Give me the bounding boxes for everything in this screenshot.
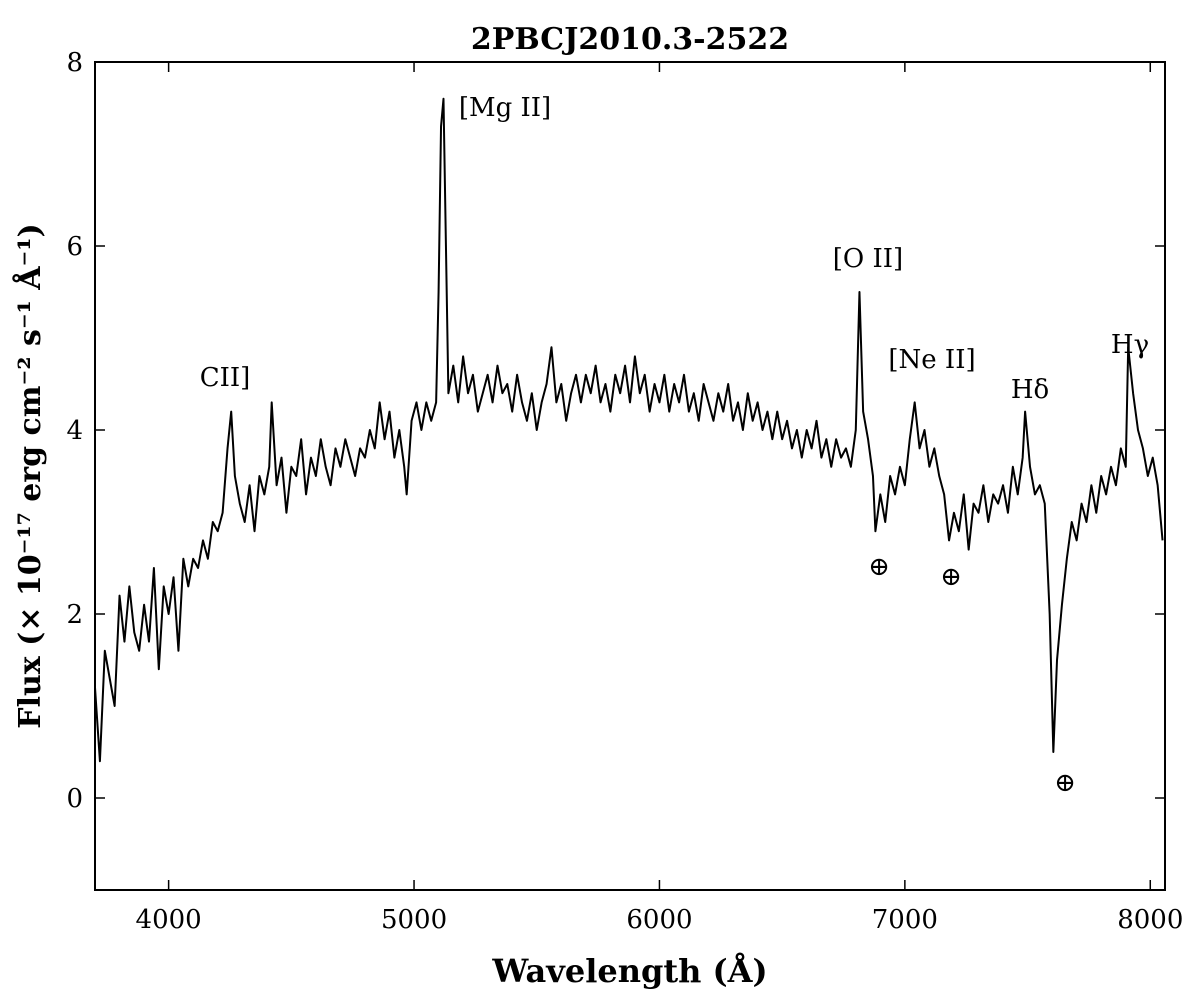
line-annotation: [Mg II]: [459, 93, 551, 123]
line-annotation: Hδ: [1011, 375, 1049, 405]
line-annotation: [O II]: [833, 244, 903, 274]
x-tick-label: 5000: [381, 905, 447, 935]
x-tick-label: 8000: [1117, 905, 1183, 935]
line-annotation: ⊕: [868, 552, 890, 582]
x-tick-label: 7000: [872, 905, 938, 935]
spectrum-line: [94, 97, 1164, 763]
y-axis-label: Flux (× 10⁻¹⁷ erg cm⁻² s⁻¹ Å⁻¹): [12, 223, 48, 728]
y-tick-label: 6: [66, 232, 83, 262]
line-annotation: [Ne II]: [888, 345, 975, 375]
plot-frame: [94, 61, 1166, 891]
x-axis-label: Wavelength (Å): [491, 952, 767, 990]
line-annotation: Hγ: [1111, 330, 1149, 360]
y-tick-label: 8: [66, 48, 83, 78]
x-tick-label: 4000: [136, 905, 202, 935]
chart-title: 2PBCJ2010.3-2522: [471, 22, 789, 57]
line-annotation: CII]: [200, 363, 251, 393]
line-annotation: ⊕: [1054, 768, 1076, 798]
x-tick-label: 6000: [626, 905, 692, 935]
y-tick-label: 2: [66, 600, 83, 630]
y-tick-label: 0: [66, 784, 83, 814]
y-tick-label: 4: [66, 416, 83, 446]
line-annotation: ⊕: [940, 562, 962, 592]
